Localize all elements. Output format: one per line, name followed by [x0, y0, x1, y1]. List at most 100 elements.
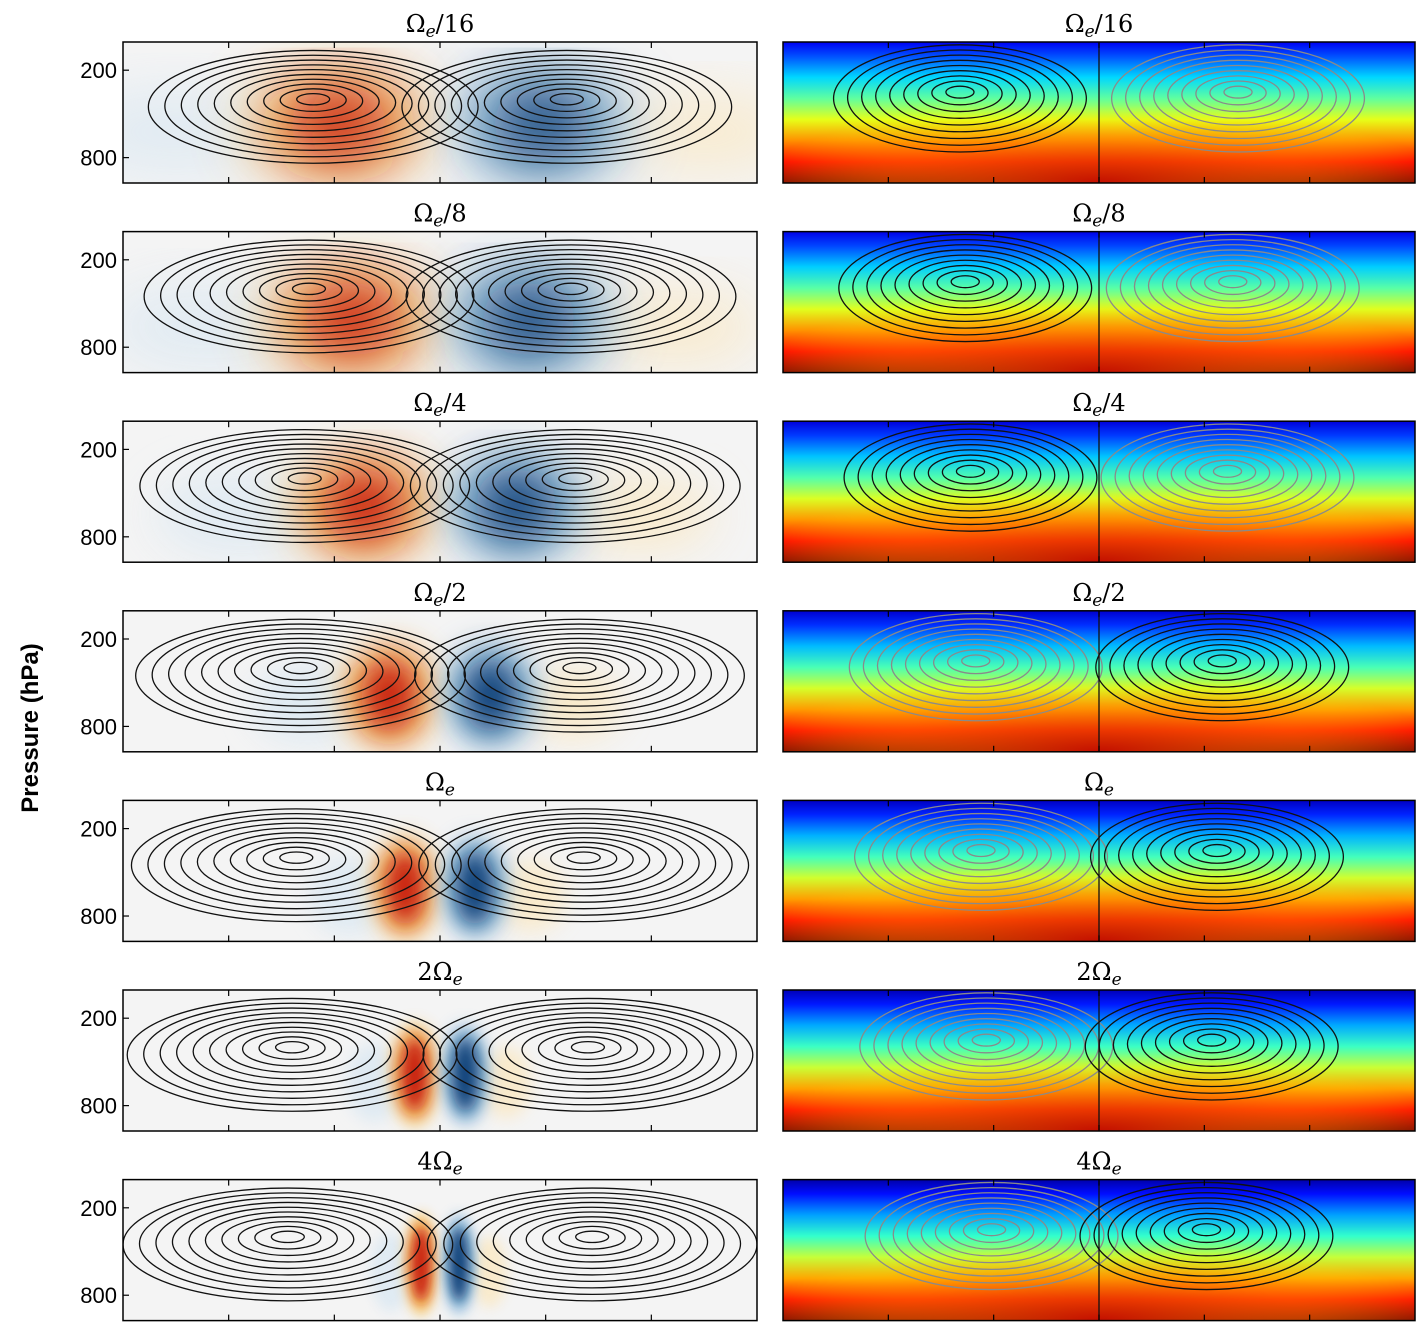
streamfunction-contour: [575, 1230, 610, 1244]
title-symbol: Ω: [1072, 200, 1092, 228]
eddy-contour: [938, 833, 1024, 871]
eddy-contour: [955, 464, 986, 478]
streamfunction-contour: [200, 637, 401, 707]
streamfunction-contour: [550, 846, 618, 871]
streamfunction-contour: [467, 68, 667, 138]
eddy-contour: [1147, 249, 1318, 323]
streamfunction-contour: [520, 272, 622, 309]
streamfunction-contour: [279, 88, 347, 113]
eddy-contour: [1146, 823, 1288, 885]
y-tick-label: 800: [80, 335, 117, 360]
eddy-contour: [1139, 54, 1338, 140]
eddy-contour: [931, 80, 989, 106]
streamfunction-contour: [229, 836, 363, 884]
eddy-contour: [1105, 233, 1360, 343]
eddy-contour: [871, 433, 1070, 519]
eddy-contour: [862, 618, 1089, 715]
streamfunction-contour: [434, 59, 700, 151]
eddy-contour: [1202, 843, 1232, 858]
eddy-contour: [1100, 423, 1355, 532]
y-tick-label: 800: [80, 714, 117, 739]
title-prefix: 2: [1076, 958, 1091, 986]
streamfunction-contour: [159, 244, 458, 348]
streamfunction-contour: [487, 263, 655, 322]
eddy-contour: [918, 638, 1033, 688]
eddy-contour: [1126, 1007, 1297, 1081]
streamfunction-contour: [250, 652, 351, 688]
eddy-contour: [860, 54, 1059, 140]
streamfunction-contour: [409, 429, 741, 544]
streamfunction-contour: [271, 467, 339, 492]
eddy-contour: [1128, 433, 1327, 519]
streamfunction-contour: [143, 1002, 442, 1106]
streamfunction-contour: [171, 1201, 404, 1283]
eddy-contour: [1170, 449, 1285, 499]
title-symbol: Ω: [1092, 1148, 1112, 1176]
eddy-contour: [1181, 70, 1295, 119]
title-subscript: e: [433, 212, 443, 232]
streamfunction-contour: [426, 433, 725, 537]
streamfunction-contour: [542, 1220, 643, 1257]
eddy-contour: [922, 264, 1009, 302]
streamfunction-contour: [417, 54, 716, 158]
streamfunction-contour: [479, 637, 680, 707]
eddy-contour: [1161, 254, 1304, 316]
eddy-contour: [943, 1023, 1030, 1061]
eddy-contour: [832, 44, 1088, 153]
streamfunction-contour: [484, 827, 684, 897]
left-panel: [122, 799, 758, 943]
streamfunction-contour: [225, 263, 393, 322]
eddy-contour: [1193, 649, 1251, 675]
eddy-contour: [878, 1186, 1105, 1284]
streamfunction-contour: [422, 244, 721, 348]
eddy-contour: [846, 49, 1073, 146]
eddy-contour: [915, 1012, 1058, 1074]
streamfunction-contour: [246, 841, 347, 877]
streamfunction-contour: [525, 1216, 659, 1263]
streamfunction-contour: [549, 92, 584, 106]
eddy-contour: [934, 1207, 1049, 1257]
eddy-contour: [885, 438, 1056, 512]
y-tick-label: 800: [80, 904, 117, 929]
streamfunction-contour: [291, 282, 327, 296]
streamfunction-contour: [283, 661, 318, 675]
left-panel-background: [123, 990, 757, 1131]
title-suffix: /8: [1102, 200, 1125, 228]
streamfunction-contour: [164, 54, 463, 158]
streamfunction-contour: [451, 817, 717, 910]
streamfunction-contour: [438, 248, 704, 341]
eddy-contour: [908, 259, 1023, 309]
streamfunction-contour: [197, 64, 430, 145]
eddy-contour: [1198, 459, 1257, 485]
streamfunction-contour: [471, 258, 671, 328]
streamfunction-contour: [258, 1036, 326, 1061]
streamfunction-contour: [167, 628, 434, 720]
streamfunction-contour: [274, 1040, 310, 1054]
streamfunction-contour: [442, 438, 708, 531]
streamfunction-contour: [143, 239, 475, 354]
positive-lobe-core: [385, 849, 426, 926]
streamfunction-contour: [455, 1007, 721, 1099]
left-panel-title: 4Ωe: [417, 1148, 462, 1180]
eddy-contour: [1189, 264, 1276, 302]
streamfunction-contour: [512, 647, 647, 694]
title-subscript: e: [1092, 401, 1102, 421]
eddy-contour: [948, 1212, 1035, 1250]
eddy-contour: [1110, 44, 1366, 153]
streamfunction-contour: [138, 1192, 437, 1296]
weak-negative-lobe: [156, 474, 328, 554]
eddy-contour: [1154, 1018, 1269, 1067]
left-panel-title: Ωe/4: [413, 389, 466, 421]
title-subscript: e: [453, 970, 463, 990]
eddy-contour: [966, 843, 996, 858]
eddy-contour: [947, 649, 1005, 675]
right-panel: [782, 610, 1416, 753]
streamfunction-contour: [471, 1012, 704, 1093]
eddy-contour: [1179, 643, 1266, 682]
title-subscript: e: [445, 780, 455, 800]
eddy-contour: [887, 1002, 1086, 1088]
right-panel-title: Ωe: [1084, 768, 1114, 800]
eddy-contour: [838, 233, 1093, 343]
eddy-contour: [932, 643, 1019, 682]
